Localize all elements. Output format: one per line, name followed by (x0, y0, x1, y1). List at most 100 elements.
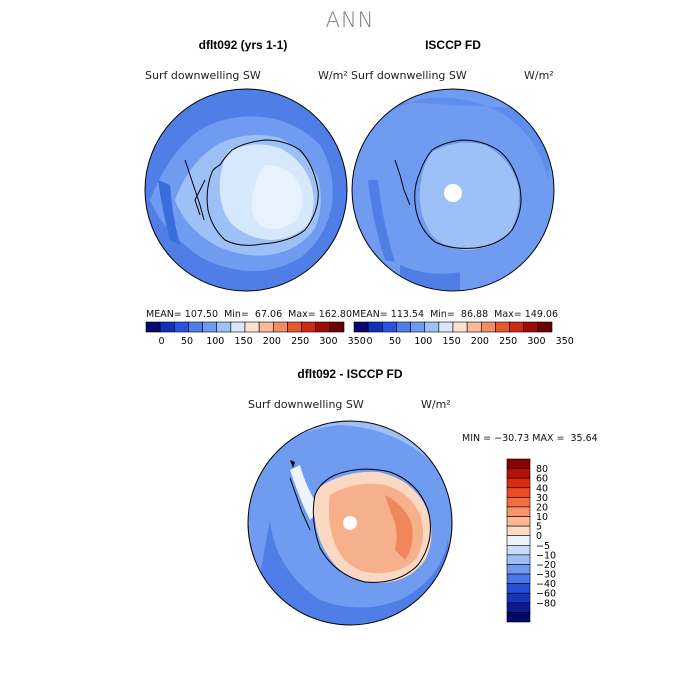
diff-colorbar-level-0: 80 (536, 464, 548, 475)
diff-colorbar-swatch-1 (506, 468, 531, 479)
diff-colorbar-level-14: −80 (536, 598, 556, 609)
right-map-peninsula (394, 159, 411, 206)
diff-unit-label: W/m² (421, 398, 451, 411)
diff-colorbar-swatch-16 (506, 612, 531, 623)
left-colorbar-tick-7: 350 (348, 336, 366, 347)
right-colorbar-tick-3: 150 (443, 336, 461, 347)
right-colorbar-swatch-11 (509, 321, 525, 333)
diff-colorbar-swatch-2 (506, 477, 531, 489)
left-map-peninsula (184, 159, 205, 221)
right-map-ice (419, 142, 519, 250)
diff-colorbar-level-7: 0 (536, 531, 542, 542)
main-title: ANN (325, 8, 375, 32)
diff-colorbar-swatch-5 (506, 506, 531, 517)
diff-colorbar-level-2: 40 (536, 483, 548, 494)
diff-map-band-dark (250, 520, 452, 625)
left-panel-title: dflt092 (yrs 1-1) (198, 38, 288, 52)
diff-colorbar-level-3: 30 (536, 493, 548, 504)
left-colorbar-swatch-7 (244, 321, 260, 333)
right-colorbar-swatch-6 (438, 321, 454, 333)
diff-map-coastline (312, 468, 431, 583)
right-colorbar-tick-1: 50 (389, 336, 401, 347)
right-colorbar-swatch-12 (523, 321, 539, 333)
diff-panel-title: dflt092 - ISCCP FD (297, 367, 403, 381)
left-map-border (144, 88, 348, 292)
diff-colorbar-swatch-10 (506, 554, 531, 565)
diff-colorbar-swatch-4 (506, 497, 531, 508)
right-colorbar-swatch-8 (466, 321, 482, 333)
left-colorbar-swatch-0 (145, 321, 161, 333)
diff-map-pale-strip (290, 465, 320, 520)
left-colorbar-swatch-12 (315, 321, 331, 333)
left-colorbar: 0 50 100 150 200 250 300 350 (145, 321, 366, 347)
diff-colorbar-level-12: −40 (536, 579, 556, 590)
right-colorbar-swatch-2 (381, 321, 397, 333)
right-colorbar-tick-2: 100 (414, 336, 432, 347)
diff-colorbar-swatch-15 (506, 602, 531, 613)
diff-colorbar-swatch-11 (506, 564, 531, 575)
right-colorbar-swatch-7 (452, 321, 468, 333)
diff-colorbar-swatch-13 (506, 583, 531, 594)
left-colorbar-swatch-5 (216, 321, 232, 333)
left-colorbar-tick-1: 50 (181, 336, 193, 347)
right-map-coastline (414, 139, 522, 249)
diff-colorbar-swatch-9 (506, 544, 531, 556)
left-colorbar-swatch-4 (202, 321, 218, 333)
right-stats: MEAN= 113.54 Min= 86.88 Max= 149.06 (352, 309, 559, 320)
diff-colorbar-level-1: 60 (536, 474, 548, 485)
left-map (145, 89, 347, 291)
diff-colorbar-swatch-6 (506, 516, 531, 527)
right-colorbar-swatch-5 (424, 321, 440, 333)
left-map-ice-inner (251, 165, 303, 229)
diff-colorbar-level-8: −5 (536, 541, 550, 552)
right-field-label: Surf downwelling SW (351, 69, 467, 82)
left-map-coastline (194, 139, 319, 246)
right-colorbar-tick-5: 250 (499, 336, 517, 347)
left-colorbar-tick-2: 100 (206, 336, 224, 347)
left-colorbar-tick-4: 200 (263, 336, 281, 347)
left-colorbar-swatch-11 (301, 321, 317, 333)
left-colorbar-swatch-8 (258, 321, 274, 333)
diff-map (248, 421, 452, 625)
left-colorbar-tick-5: 250 (291, 336, 309, 347)
left-colorbar-swatch-13 (329, 321, 345, 333)
diff-colorbar-level-13: −60 (536, 589, 556, 600)
right-map-border (351, 88, 555, 292)
right-panel-title: ISCCP FD (425, 38, 481, 52)
right-colorbar-swatch-1 (367, 321, 383, 333)
left-colorbar-tick-3: 150 (235, 336, 253, 347)
diff-colorbar-swatch-12 (506, 573, 531, 584)
right-colorbar-swatch-10 (495, 321, 510, 333)
right-map (352, 89, 554, 291)
right-colorbar-swatch-3 (396, 321, 411, 333)
right-colorbar-swatch-9 (480, 321, 496, 333)
left-colorbar-swatch-2 (173, 321, 189, 333)
right-colorbar-tick-4: 200 (471, 336, 489, 347)
right-colorbar: 0 50 100 150 200 250 300 350 (353, 321, 574, 347)
diff-field-label: Surf downwelling SW (248, 398, 364, 411)
right-colorbar-tick-6: 300 (527, 336, 545, 347)
left-colorbar-swatch-10 (287, 321, 302, 333)
diff-map-border (247, 420, 453, 626)
left-colorbar-swatch-3 (188, 321, 203, 333)
diff-map-warm-east (385, 495, 413, 560)
diff-colorbar-level-10: −20 (536, 560, 556, 571)
diff-colorbar-level-5: 10 (536, 512, 548, 523)
right-colorbar-swatch-4 (410, 321, 426, 333)
left-colorbar-tick-0: 0 (159, 336, 165, 347)
left-field-label: Surf downwelling SW (145, 69, 261, 82)
diff-map-island (290, 460, 295, 468)
diff-colorbar-level-4: 20 (536, 502, 548, 513)
left-colorbar-swatch-6 (230, 321, 246, 333)
left-colorbar-swatch-9 (272, 321, 288, 333)
diff-colorbar-swatch-3 (506, 487, 531, 498)
diff-minmax: MIN = −30.73 MAX = 35.64 (462, 433, 598, 444)
right-map-pole-hole (444, 184, 462, 202)
left-map-dark-patch (158, 180, 180, 245)
left-colorbar-swatch-1 (159, 321, 175, 333)
left-unit-label: W/m² (318, 69, 348, 82)
diff-colorbar-level-9: −10 (536, 550, 556, 561)
right-colorbar-tick-7: 350 (556, 336, 574, 347)
diff-colorbar-swatch-8 (506, 535, 531, 546)
